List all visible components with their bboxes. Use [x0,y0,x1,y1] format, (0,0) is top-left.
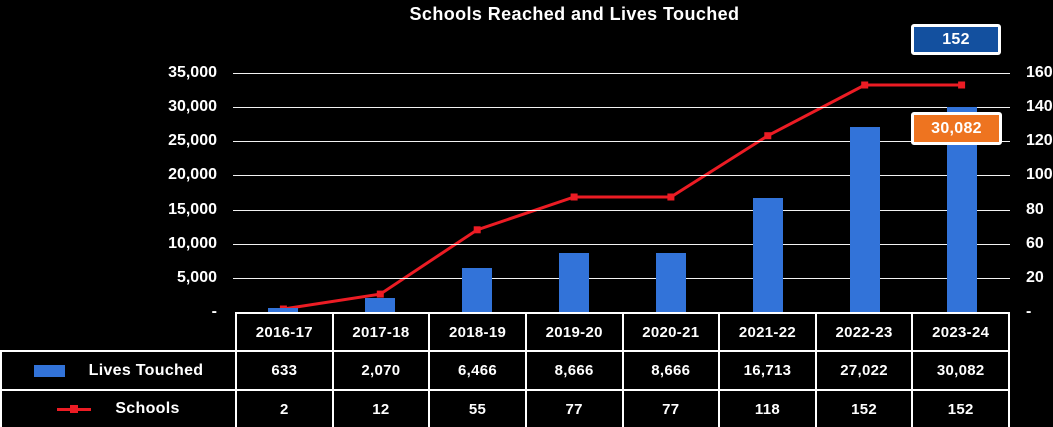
table-header-row: 2016-17 2017-18 2018-19 2019-20 2020-21 … [1,312,1010,352]
lives-touched-row: Lives Touched 633 2,070 6,466 8,666 8,66… [0,350,1010,391]
schools-line-marker-2020-21 [667,193,675,201]
schools-line-marker-2021-22 [764,132,772,140]
schools-value: 152 [814,389,914,427]
gridline [233,243,1010,245]
schools-value: 77 [524,389,624,427]
right-axis-tick-label: 20 [1026,268,1044,286]
gridline [233,107,1010,109]
right-axis-tick-label: 100 [1026,166,1053,184]
table-corner-cell [1,313,236,351]
left-axis: 35,000 30,000 25,000 20,000 15,000 10,00… [60,64,217,321]
callout-schools-max: 152 [911,24,1001,55]
lives-touched-value: 27,022 [814,350,914,391]
left-axis-tick-label: 10,000 [168,234,217,252]
bar-lives-touched-2022-23 [849,127,880,312]
schools-value: 55 [428,389,527,427]
gridline [233,277,1010,279]
callout-schools-max-value: 152 [942,30,970,48]
left-axis-tick-label: 5,000 [176,268,217,286]
callout-lives-max: 30,082 [911,112,1002,145]
schools-line-marker-2018-19 [473,226,481,234]
legend-lives-touched: Lives Touched [0,350,237,391]
left-axis-tick-label: 20,000 [168,166,217,184]
plot-area [233,73,1010,313]
lives-touched-value: 30,082 [911,350,1010,391]
right-axis-tick-label: 140 [1026,98,1053,116]
legend-schools: Schools [0,389,237,427]
bar-lives-touched-2021-22 [752,197,783,312]
lives-touched-value: 8,666 [524,350,624,391]
bar-lives-touched-2016-17 [268,307,299,312]
lives-touched-value: 2,070 [331,350,431,391]
bar-lives-touched-2019-20 [559,252,590,312]
year-header: 2020-21 [621,312,721,352]
lives-touched-legend-swatch-icon [33,364,65,377]
schools-line [283,83,962,311]
year-header: 2022-23 [814,312,914,352]
right-axis-tick-label: 60 [1026,234,1044,252]
left-axis-zero-label: - [211,302,217,320]
schools-row: Schools 2 12 55 77 77 118 152 152 [0,389,1010,427]
lives-touched-value: 8,666 [621,350,721,391]
schools-value: 12 [331,389,431,427]
schools-line-marker-2019-20 [570,193,578,201]
left-axis-tick-label: 15,000 [168,200,217,218]
year-header: 2023-24 [911,312,1010,352]
year-header: 2016-17 [235,312,334,352]
year-header: 2018-19 [428,312,527,352]
right-axis: 160 140 120 100 80 60 20 - [1026,64,1053,321]
gridline [233,175,1010,177]
right-axis-tick-label: 160 [1026,64,1053,81]
chart-title: Schools Reached and Lives Touched [409,4,740,24]
schools-legend-line-icon [57,404,92,413]
bar-lives-touched-2017-18 [365,297,396,312]
year-header: 2021-22 [718,312,817,352]
year-header: 2019-20 [524,312,624,352]
schools-line-marker-2017-18 [376,290,384,298]
year-header: 2017-18 [331,312,431,352]
callout-lives-max-value: 30,082 [931,119,982,137]
bar-lives-touched-2020-21 [655,252,686,312]
schools-value: 118 [718,389,817,427]
schools-legend-label: Schools [115,400,180,417]
schools-value: 2 [235,389,334,427]
lives-touched-legend-label: Lives Touched [88,361,204,379]
data-table: 2016-17 2017-18 2018-19 2019-20 2020-21 … [0,312,1010,427]
schools-line-marker-2023-24 [958,81,966,89]
bar-lives-touched-2018-19 [462,267,493,312]
lives-touched-value: 633 [235,350,334,391]
gridline [233,73,1010,74]
schools-value: 77 [621,389,721,427]
schools-value: 152 [911,389,1010,427]
right-axis-zero-label: - [1026,302,1032,320]
left-axis-tick-label: 30,000 [168,98,217,116]
gridline [233,209,1010,211]
right-axis-tick-label: 80 [1026,200,1044,218]
lives-touched-value: 6,466 [428,350,527,391]
schools-line-marker-2022-23 [861,81,869,89]
lives-touched-value: 16,713 [718,350,817,391]
right-axis-tick-label: 120 [1026,132,1053,150]
left-axis-tick-label: 25,000 [168,132,217,150]
left-axis-tick-label: 35,000 [168,64,217,81]
gridline [233,141,1010,143]
schools-line-series [279,81,966,313]
